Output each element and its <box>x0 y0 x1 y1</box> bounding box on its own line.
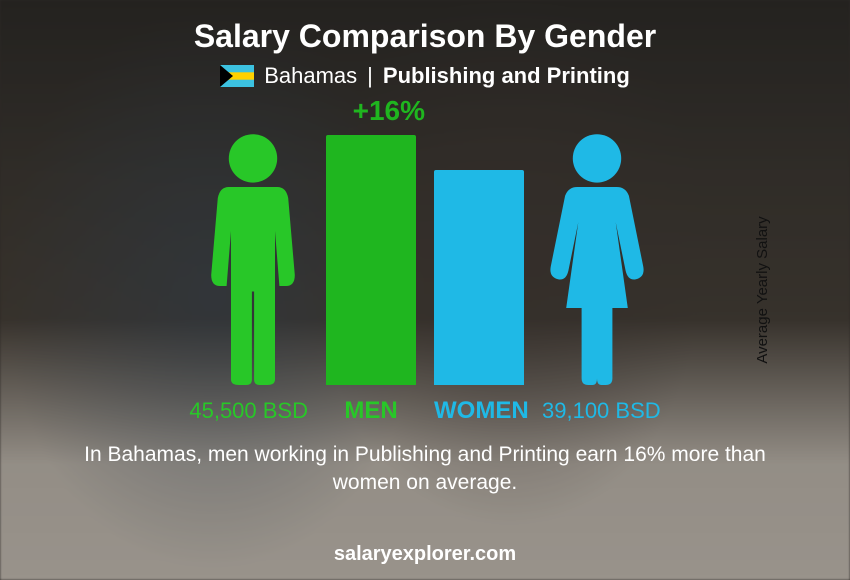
men-salary-label: 45,500 BSD <box>189 398 308 424</box>
women-gender-label: WOMEN <box>434 397 524 425</box>
industry-label: Publishing and Printing <box>383 63 630 89</box>
men-gender-label: MEN <box>326 397 416 425</box>
page-title: Salary Comparison By Gender <box>194 18 656 55</box>
infographic-content: Salary Comparison By Gender Bahamas | Pu… <box>0 0 850 580</box>
men-bar <box>326 135 416 385</box>
separator: | <box>367 63 373 89</box>
country-label: Bahamas <box>264 63 357 89</box>
bottom-labels: 45,500 BSD MEN WOMEN 39,100 BSD <box>85 397 765 425</box>
axis-label: Average Yearly Salary <box>754 216 771 363</box>
difference-label: +16% <box>353 95 425 127</box>
subtitle-row: Bahamas | Publishing and Printing <box>220 63 630 89</box>
women-bar <box>434 170 524 385</box>
man-icon <box>198 132 308 385</box>
woman-icon <box>542 132 652 385</box>
description-text: In Bahamas, men working in Publishing an… <box>65 441 785 498</box>
flag-icon <box>220 65 254 87</box>
footer-attribution: salaryexplorer.com <box>334 543 516 566</box>
chart-area: +16% <box>85 95 765 425</box>
chart-figures <box>198 132 652 385</box>
women-salary-label: 39,100 BSD <box>542 398 661 424</box>
